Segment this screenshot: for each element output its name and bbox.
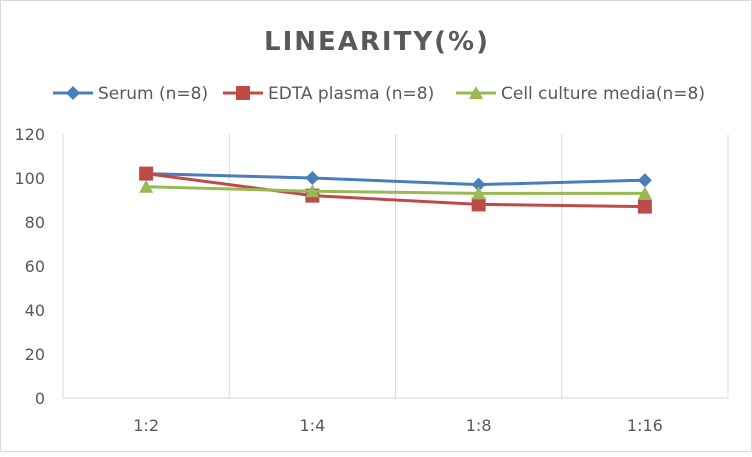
legend-label: Serum (n=8) xyxy=(98,84,208,104)
triangle-marker xyxy=(305,184,320,198)
y-tick-label: 120 xyxy=(14,125,45,144)
legend-label: Cell culture media(n=8) xyxy=(501,84,705,104)
series-line xyxy=(145,172,645,209)
square-marker xyxy=(236,86,250,100)
chart-title: LINEARITY(%) xyxy=(264,27,490,57)
triangle-marker xyxy=(637,186,652,200)
x-tick-label: 1:4 xyxy=(300,416,326,435)
diamond-marker xyxy=(66,86,80,100)
diamond-marker xyxy=(637,173,652,188)
y-tick-label: 80 xyxy=(25,213,45,232)
legend-item: Cell culture media(n=8) xyxy=(456,84,705,104)
square-marker xyxy=(139,166,154,181)
legend-label: EDTA plasma (n=8) xyxy=(268,84,434,104)
y-tick-label: 40 xyxy=(25,301,45,320)
y-tick-label: 20 xyxy=(25,345,45,364)
diamond-marker xyxy=(305,171,320,185)
triangle-marker xyxy=(139,179,154,193)
square-marker xyxy=(471,197,486,212)
y-tick-label: 60 xyxy=(25,257,45,276)
x-tick-label: 1:8 xyxy=(466,416,492,435)
diamond-marker xyxy=(471,177,486,192)
x-tick-label: 1:2 xyxy=(133,416,159,435)
series-line xyxy=(146,185,645,195)
y-tick-label: 0 xyxy=(35,389,45,408)
legend-item: EDTA plasma (n=8) xyxy=(223,84,434,104)
square-marker xyxy=(637,199,652,214)
triangle-marker xyxy=(471,186,486,200)
y-tick-label: 100 xyxy=(14,169,45,188)
x-tick-label: 1:16 xyxy=(627,416,663,435)
series-line xyxy=(146,172,645,187)
triangle-marker xyxy=(469,86,483,99)
legend-item: Serum (n=8) xyxy=(53,84,208,104)
